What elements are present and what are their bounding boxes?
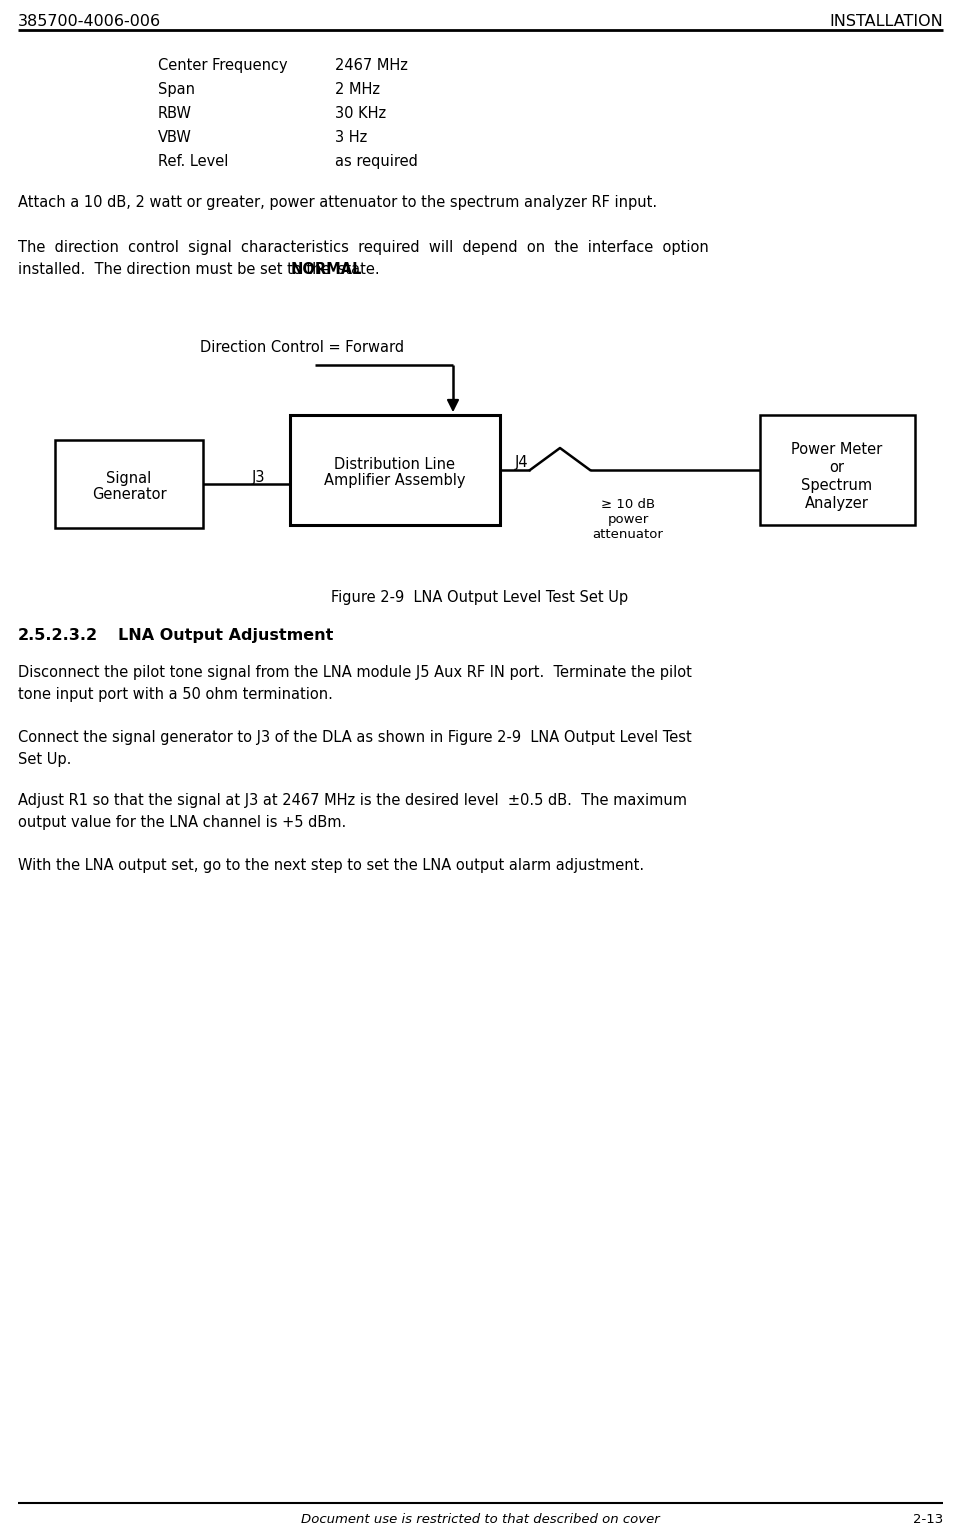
Text: Ref. Level: Ref. Level <box>158 153 229 169</box>
Text: Direction Control = Forward: Direction Control = Forward <box>200 340 405 356</box>
Text: 2.5.2.3.2: 2.5.2.3.2 <box>18 629 98 642</box>
Text: Disconnect the pilot tone signal from the LNA module J5 Aux RF IN port.  Termina: Disconnect the pilot tone signal from th… <box>18 665 692 681</box>
Text: output value for the LNA channel is +5 dBm.: output value for the LNA channel is +5 d… <box>18 816 346 829</box>
Text: LNA Output Adjustment: LNA Output Adjustment <box>118 629 333 642</box>
Text: Spectrum: Spectrum <box>801 478 873 494</box>
Text: Span: Span <box>158 81 195 97</box>
Bar <box>55 440 203 527</box>
Bar <box>760 415 915 524</box>
Text: J4: J4 <box>515 455 529 471</box>
Text: power: power <box>607 514 649 526</box>
Text: or: or <box>829 460 845 475</box>
Text: Generator: Generator <box>91 487 166 501</box>
Text: Figure 2-9  LNA Output Level Test Set Up: Figure 2-9 LNA Output Level Test Set Up <box>332 590 628 606</box>
Text: 385700-4006-006: 385700-4006-006 <box>18 14 161 29</box>
Text: tone input port with a 50 ohm termination.: tone input port with a 50 ohm terminatio… <box>18 687 333 702</box>
Text: Distribution Line: Distribution Line <box>334 457 456 472</box>
Text: The  direction  control  signal  characteristics  required  will  depend  on  th: The direction control signal characteris… <box>18 241 709 254</box>
Text: J3: J3 <box>251 471 264 484</box>
Text: Connect the signal generator to J3 of the DLA as shown in Figure 2-9  LNA Output: Connect the signal generator to J3 of th… <box>18 730 692 745</box>
Text: ≥ 10 dB: ≥ 10 dB <box>601 498 655 510</box>
Text: 2 MHz: 2 MHz <box>335 81 380 97</box>
Text: INSTALLATION: INSTALLATION <box>829 14 943 29</box>
Text: 30 KHz: 30 KHz <box>335 106 386 121</box>
Text: NORMAL: NORMAL <box>290 262 361 277</box>
Text: Analyzer: Analyzer <box>805 497 869 510</box>
Text: state.: state. <box>333 262 380 277</box>
Text: Set Up.: Set Up. <box>18 753 71 766</box>
Text: With the LNA output set, go to the next step to set the LNA output alarm adjustm: With the LNA output set, go to the next … <box>18 858 644 872</box>
Text: installed.  The direction must be set to the: installed. The direction must be set to … <box>18 262 335 277</box>
Text: as required: as required <box>335 153 418 169</box>
Text: Adjust R1 so that the signal at J3 at 2467 MHz is the desired level  ±0.5 dB.  T: Adjust R1 so that the signal at J3 at 24… <box>18 793 687 808</box>
Text: Power Meter: Power Meter <box>791 442 882 457</box>
Text: 3 Hz: 3 Hz <box>335 130 367 146</box>
Text: attenuator: attenuator <box>593 527 663 541</box>
Text: VBW: VBW <box>158 130 192 146</box>
Text: Center Frequency: Center Frequency <box>158 58 287 74</box>
Text: Attach a 10 dB, 2 watt or greater, power attenuator to the spectrum analyzer RF : Attach a 10 dB, 2 watt or greater, power… <box>18 195 657 210</box>
Text: RBW: RBW <box>158 106 192 121</box>
Text: Document use is restricted to that described on cover: Document use is restricted to that descr… <box>301 1513 659 1525</box>
Text: 2-13: 2-13 <box>913 1513 943 1525</box>
Text: Signal: Signal <box>107 471 152 486</box>
Bar <box>290 415 500 524</box>
Text: 2467 MHz: 2467 MHz <box>335 58 407 74</box>
Text: Amplifier Assembly: Amplifier Assembly <box>324 474 466 487</box>
